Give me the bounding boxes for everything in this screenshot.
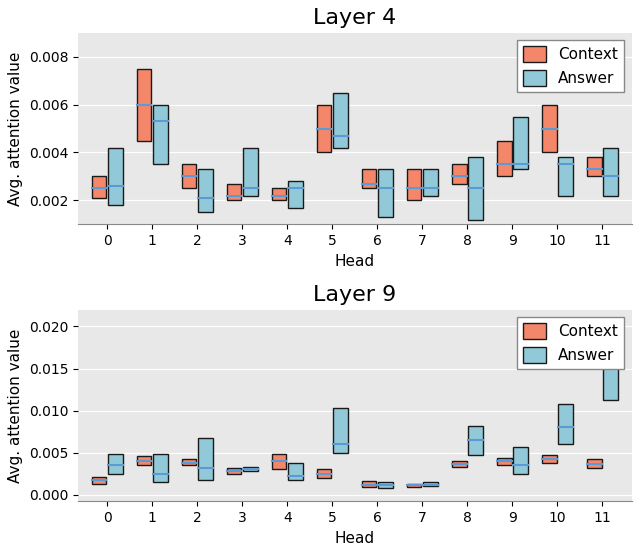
Bar [497,458,511,465]
Bar [182,459,196,465]
Bar [558,157,573,196]
Bar [542,105,557,152]
Bar [468,425,483,455]
Bar [333,93,348,148]
Bar [153,105,168,165]
Bar [288,181,303,208]
Bar [423,482,438,486]
Bar [587,157,602,177]
Bar [604,148,618,196]
Bar [108,454,123,474]
Bar [452,165,467,183]
Bar [137,456,152,465]
Bar [407,484,422,487]
Bar [542,455,557,463]
Bar [558,404,573,444]
Bar [182,165,196,188]
Bar [513,447,528,474]
Bar [362,170,376,188]
Y-axis label: Avg. attention value: Avg. attention value [8,329,23,483]
Bar [198,170,212,212]
Bar [317,469,332,478]
Bar [92,477,106,484]
X-axis label: Head: Head [335,531,375,546]
Legend: Context, Answer: Context, Answer [516,317,624,369]
Bar [137,69,152,141]
Bar [317,105,332,152]
X-axis label: Head: Head [335,254,375,269]
Bar [153,454,168,482]
Bar [243,148,258,196]
Bar [108,148,123,205]
Bar [227,468,241,474]
Title: Layer 9: Layer 9 [313,285,397,305]
Bar [198,438,212,480]
Title: Layer 4: Layer 4 [313,8,397,28]
Y-axis label: Avg. attention value: Avg. attention value [8,52,23,206]
Bar [468,157,483,219]
Legend: Context, Answer: Context, Answer [516,40,624,92]
Bar [378,482,393,488]
Bar [513,116,528,170]
Bar [288,463,303,480]
Bar [243,467,258,471]
Bar [92,177,106,198]
Bar [452,461,467,467]
Bar [272,188,287,201]
Bar [227,183,241,201]
Bar [333,408,348,453]
Bar [362,481,376,487]
Bar [587,459,602,468]
Bar [423,170,438,196]
Bar [407,170,422,201]
Bar [378,170,393,217]
Bar [497,141,511,177]
Bar [604,321,618,401]
Bar [272,454,287,469]
